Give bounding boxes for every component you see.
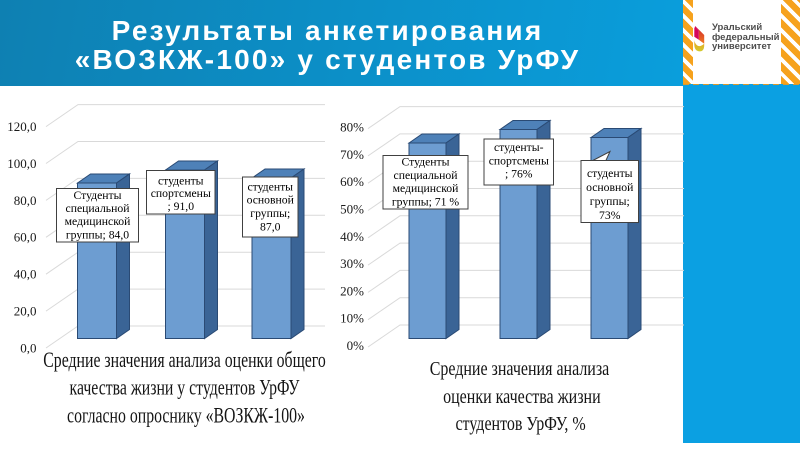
svg-text:Студенты: Студенты — [401, 156, 449, 169]
svg-text:группы;: группы; — [590, 195, 630, 208]
svg-text:; 76%: ; 76% — [505, 168, 533, 181]
svg-text:спортсмены: спортсмены — [489, 154, 549, 167]
svg-text:120,0: 120,0 — [7, 119, 36, 134]
svg-text:0,0: 0,0 — [20, 340, 36, 355]
svg-text:20,0: 20,0 — [14, 304, 37, 319]
svg-text:80,0: 80,0 — [14, 193, 37, 208]
svg-text:группы; 71 %: группы; 71 % — [392, 196, 459, 209]
svg-text:Студенты: Студенты — [73, 189, 121, 202]
svg-text:качества жизни у студентов УрФ: качества жизни у студентов УрФУ — [70, 376, 300, 400]
svg-text:70%: 70% — [340, 147, 364, 162]
svg-text:медицинской: медицинской — [393, 182, 459, 195]
svg-text:30%: 30% — [340, 256, 364, 271]
svg-text:73%: 73% — [599, 209, 621, 222]
svg-text:группы;: группы; — [250, 207, 290, 220]
svg-text:специальной: специальной — [66, 202, 130, 215]
svg-text:40%: 40% — [340, 229, 364, 244]
svg-text:10%: 10% — [340, 311, 364, 326]
svg-text:спортсмены: спортсмены — [151, 187, 211, 200]
svg-text:основной: основной — [586, 181, 633, 194]
svg-text:100,0: 100,0 — [7, 156, 36, 171]
svg-text:студенты: студенты — [158, 175, 204, 188]
svg-text:60%: 60% — [340, 174, 364, 189]
svg-text:специальной: специальной — [394, 169, 458, 182]
svg-text:студенты: студенты — [247, 180, 293, 193]
svg-text:Средние значения анализа оценк: Средние значения анализа оценки общего — [43, 349, 325, 373]
svg-text:40,0: 40,0 — [14, 267, 37, 282]
svg-text:87,0: 87,0 — [260, 220, 281, 233]
svg-text:0%: 0% — [347, 338, 365, 353]
svg-text:50%: 50% — [340, 202, 364, 217]
svg-text:Средние значения анализа: Средние значения анализа — [430, 357, 610, 379]
svg-text:80%: 80% — [340, 120, 364, 135]
svg-text:20%: 20% — [340, 283, 364, 298]
svg-text:студентов УрФУ, %: студентов УрФУ, % — [455, 412, 585, 434]
svg-text:оценки качества жизни: оценки качества жизни — [443, 385, 601, 407]
svg-text:основной: основной — [247, 194, 294, 207]
svg-text:группы; 84,0: группы; 84,0 — [66, 228, 129, 241]
svg-text:согласно опроснику «ВОЗКЖ-100»: согласно опроснику «ВОЗКЖ-100» — [67, 404, 305, 428]
svg-text:; 91,0: ; 91,0 — [167, 200, 194, 213]
svg-text:60,0: 60,0 — [14, 230, 37, 245]
svg-text:студенты: студенты — [587, 167, 633, 180]
svg-text:студенты-: студенты- — [494, 141, 544, 154]
svg-text:медицинской: медицинской — [65, 215, 131, 228]
